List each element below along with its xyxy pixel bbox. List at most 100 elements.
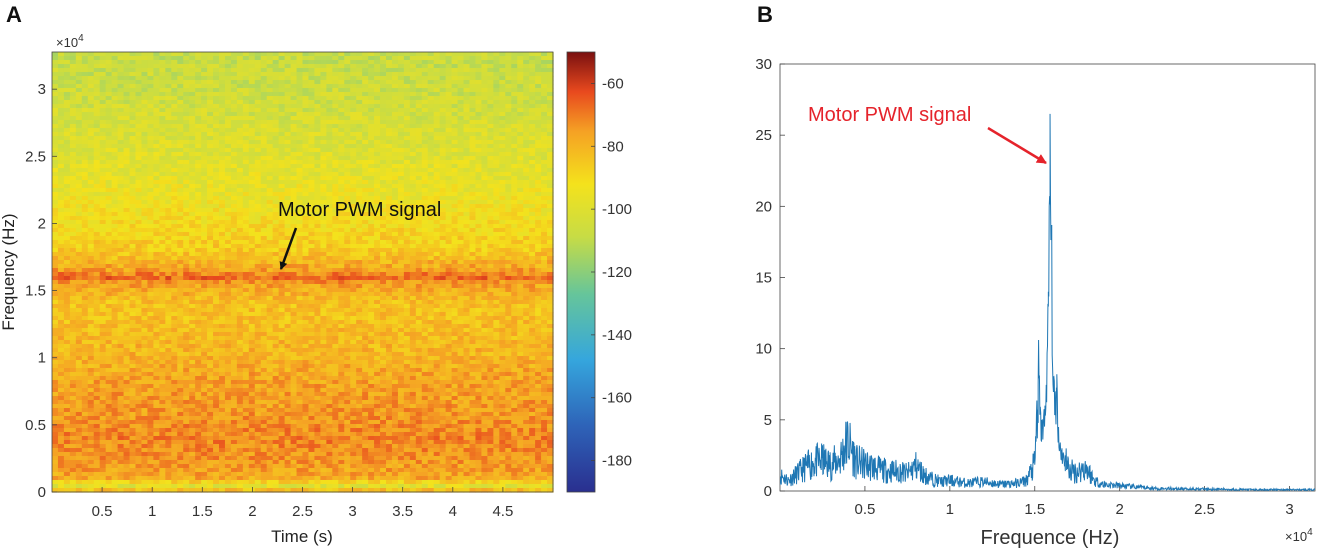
spectrogram-cell [415,104,423,109]
spectrogram-cell [344,72,351,77]
spectrogram-cell [290,152,298,157]
spectrogram-cell [177,232,184,237]
spectrogram-cell [517,168,524,173]
spectrogram-cell [278,144,286,149]
spectrogram-cell [344,216,351,221]
spectrogram-cell [475,144,483,149]
spectrogram-cell [183,216,190,221]
spectrogram-cell [284,88,292,93]
spectrogram-cell [290,216,298,221]
spectrogram-cell [397,96,405,101]
spectrogram-cell [290,88,298,93]
spectrogram-cell [391,96,399,101]
spectrogram-cell [159,240,166,245]
spectrogram-cell [547,104,554,109]
spectrogram-cell [475,184,483,189]
spectrogram-cell [183,72,190,77]
spectrogram-cell [296,284,304,289]
spectrogram-cell [63,104,71,109]
spectrogram-cell [248,92,256,97]
spectrogram-cell [380,80,387,85]
spectrogram-cell [326,60,333,65]
spectrogram-cell [195,76,202,81]
spectrogram-cell [403,136,411,141]
spectrogram-cell [248,228,256,233]
spectrogram-cell [463,172,471,177]
spectrogram-cell [57,288,65,293]
spectrogram-cell [117,280,125,285]
spectrogram-cell [380,88,387,93]
spectrogram-cell [159,196,166,201]
spectrogram-cell [129,192,137,197]
spectrogram-cell [159,160,166,165]
spectrogram-cell [332,224,339,229]
spectrogram-cell [141,72,149,77]
spectrogram-cell [529,152,536,157]
spectrogram-cell [356,60,363,65]
spectrogram-cell [171,120,178,125]
spectrogram-cell [320,148,327,153]
spectrogram-cell [189,172,196,177]
spectrogram-cell [547,164,554,169]
spectrogram-cell [117,64,125,69]
spectrogram-cell [415,152,423,157]
spectrogram-cell [63,168,71,173]
spectrogram-cell [111,100,119,105]
spectrogram-cell [308,68,316,73]
spectrogram-cell [433,52,441,57]
spectrogram-cell [57,140,65,145]
spectrogram-cell [171,192,178,197]
spectrogram-cell [93,228,101,233]
spectrogram-cell [374,264,381,269]
spectrogram-cell [171,60,178,65]
spectrogram-cell [165,124,172,129]
spectrogram-cell [129,196,137,201]
spectrogram-cell [386,80,393,85]
spectrogram-cell [415,120,423,125]
spectrogram-cell [254,132,262,137]
spectrogram-cell [177,208,184,213]
spectrogram-cell [230,272,238,277]
spectrogram-cell [141,264,149,269]
spectrogram-cell [224,204,232,209]
spectrogram-cell [183,160,190,165]
spectrogram-cell [52,264,59,269]
spectrogram-cell [183,68,190,73]
spectrogram-cell [457,92,465,97]
spectrogram-cell [547,172,554,177]
spectrogram-cell [529,216,536,221]
spectrogram-cell [123,176,131,181]
spectrogram-cell [219,272,226,277]
spectrogram-cell [350,92,357,97]
spectrogram-cell [248,272,256,277]
spectrogram-cell [386,240,393,245]
spectrogram-cell [397,76,405,81]
spectrogram-cell [415,280,423,285]
spectrogram-cell [105,228,113,233]
spectrogram-cell [481,148,488,153]
spectrogram-cell [511,172,518,177]
spectrogram-cell [380,152,387,157]
spectrogram-cell [183,76,190,81]
spectrogram-cell [224,68,232,73]
spectrogram-cell [266,276,274,281]
spectrogram-cell [213,80,220,85]
spectrogram-cell [356,56,363,61]
spectrogram-cell [105,60,113,65]
spectrogram-cell [350,156,357,161]
spectrogram-cell [189,208,196,213]
spectrogram-cell [111,68,119,73]
spectrogram-cell [493,64,500,69]
spectrogram-cell [278,288,286,293]
spectrogram-cell [207,284,214,289]
spectrogram-cell [541,284,548,289]
spectrogram-cell [183,232,190,237]
spectrogram-cell [541,176,548,181]
spectrogram-cell [421,264,429,269]
spectrogram-cell [421,260,429,265]
spectrogram-cell [421,112,429,117]
spectrogram-cell [147,68,154,73]
spectrogram-cell [141,56,149,61]
spectrogram-cell [386,216,393,221]
spectrogram-cell [248,264,256,269]
